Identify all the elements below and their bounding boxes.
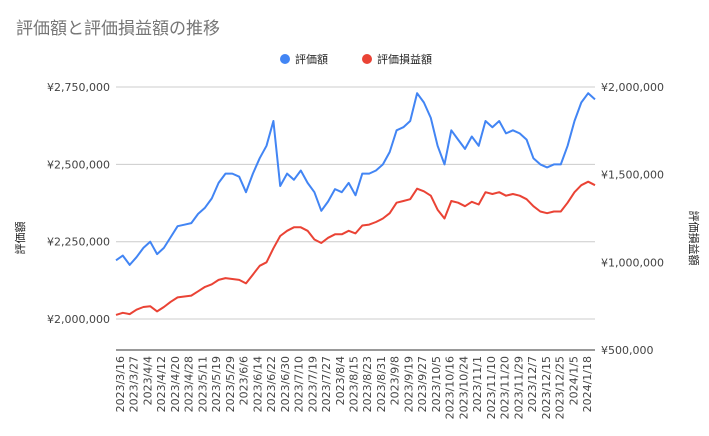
series-line-valuation [115,92,596,266]
x-tick-label: 2023/5/19 [210,356,223,412]
left-tick-label: ¥2,500,000 [47,158,110,171]
legend: 評価額 評価損益額 [280,52,432,66]
x-tick-label: 2023/3/27 [128,356,141,412]
right-axis-ticks: ¥500,000 ¥1,000,000 ¥1,500,000 ¥2,000,000 [601,81,664,357]
x-tick-label: 2023/6/22 [265,356,278,412]
x-tick-label: 2023/8/15 [348,356,361,412]
left-axis-title: 評価額 [13,222,27,255]
x-tick-label: 2023/10/24 [457,356,470,419]
series-line-gain [115,180,596,316]
x-tick-label: 2023/4/20 [169,356,182,412]
legend-marker-valuation [280,54,290,64]
right-axis-title: 評価損益額 [687,211,701,266]
x-tick-label: 2023/4/12 [155,356,168,412]
x-tick-label: 2023/3/16 [114,356,127,412]
left-tick-label: ¥2,250,000 [47,236,110,249]
chart-title: 評価額と評価損益額の推移 [16,19,220,39]
x-tick-label: 2023/4/28 [183,356,196,412]
x-tick-label: 2023/6/14 [251,356,264,412]
x-tick-label: 2023/12/25 [554,356,567,419]
x-tick-label: 2023/9/27 [416,356,429,412]
x-tick-label: 2024/1/5 [567,356,580,405]
right-tick-label: ¥1,500,000 [601,169,664,182]
right-tick-label: ¥500,000 [601,344,654,357]
x-tick-label: 2023/4/4 [141,356,154,405]
x-tick-label: 2023/12/7 [526,356,539,412]
x-tick-label: 2023/10/5 [430,356,443,412]
x-tick-label: 2023/11/20 [499,356,512,419]
series-lines [115,92,596,316]
x-tick-label: 2023/7/19 [306,356,319,412]
right-tick-label: ¥1,000,000 [601,256,664,269]
left-axis-ticks: ¥2,000,000 ¥2,250,000 ¥2,500,000 ¥2,750,000 [47,81,110,326]
x-tick-label: 2023/8/23 [361,356,374,412]
x-tick-label: 2023/10/16 [444,356,457,419]
legend-label-gain: 評価損益額 [377,52,432,66]
x-tick-label: 2023/11/29 [512,356,525,419]
x-tick-label: 2023/6/30 [279,356,292,412]
legend-marker-gain [362,54,372,64]
x-tick-label: 2023/7/27 [320,356,333,412]
x-tick-label: 2023/9/19 [402,356,415,412]
x-tick-label: 2023/5/11 [196,356,209,412]
x-tick-label: 2023/5/29 [224,356,237,412]
legend-label-valuation: 評価額 [295,52,328,66]
x-tick-label: 2023/8/31 [375,356,388,412]
x-tick-label: 2023/8/4 [334,356,347,405]
right-tick-label: ¥2,000,000 [601,81,664,94]
x-tick-label: 2024/1/18 [581,356,594,412]
left-tick-label: ¥2,000,000 [47,313,110,326]
x-tick-label: 2023/9/8 [389,356,402,405]
x-tick-label: 2023/7/10 [293,356,306,412]
x-tick-label: 2023/11/10 [485,356,498,419]
x-tick-label: 2023/6/6 [238,356,251,405]
x-axis-ticks: 2023/3/16 2023/3/27 2023/4/4 2023/4/12 2023/… [114,356,594,419]
left-tick-label: ¥2,750,000 [47,81,110,94]
gridlines [116,86,595,320]
x-tick-label: 2023/11/1 [471,356,484,412]
x-tick-label: 2023/12/15 [540,356,553,419]
